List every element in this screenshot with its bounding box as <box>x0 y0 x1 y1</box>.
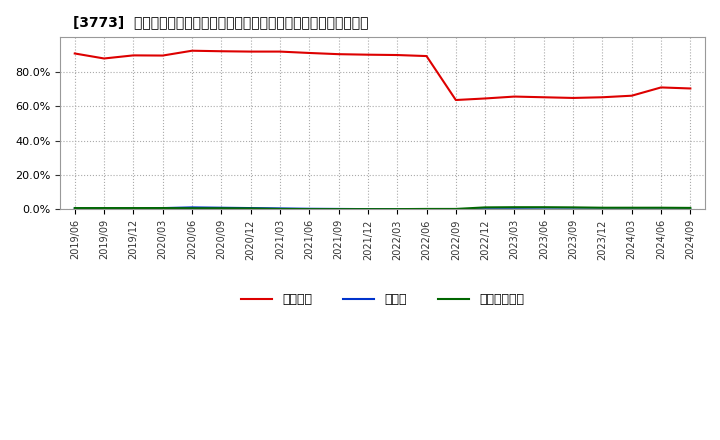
自己資本 <box>217 48 225 54</box>
繰延税金資産 <box>451 206 460 212</box>
繰延税金資産 <box>188 205 197 211</box>
繰延税金資産 <box>657 205 665 210</box>
自己資本 <box>364 52 372 57</box>
のれん <box>364 206 372 212</box>
Legend: 自己資本, のれん, 繰延税金資産: 自己資本, のれん, 繰延税金資産 <box>235 288 529 311</box>
のれん <box>129 206 138 211</box>
繰延税金資産 <box>422 206 431 212</box>
のれん <box>334 206 343 212</box>
のれん <box>510 207 519 212</box>
のれん <box>539 207 548 212</box>
繰延税金資産 <box>627 205 636 210</box>
繰延税金資産 <box>305 206 314 212</box>
繰延税金資産 <box>510 205 519 210</box>
自己資本 <box>657 85 665 90</box>
自己資本 <box>158 53 167 58</box>
自己資本 <box>422 53 431 59</box>
自己資本 <box>598 95 607 100</box>
のれん <box>393 207 402 212</box>
のれん <box>100 206 109 211</box>
のれん <box>246 205 255 211</box>
自己資本 <box>71 51 79 56</box>
繰延税金資産 <box>71 205 79 211</box>
のれん <box>71 206 79 211</box>
のれん <box>158 205 167 211</box>
自己資本 <box>129 53 138 58</box>
繰延税金資産 <box>334 206 343 212</box>
繰延税金資産 <box>393 206 402 212</box>
自己資本 <box>481 96 490 101</box>
自己資本 <box>393 52 402 58</box>
自己資本 <box>510 94 519 99</box>
自己資本 <box>246 49 255 54</box>
のれん <box>276 206 284 211</box>
のれん <box>481 207 490 212</box>
繰延税金資産 <box>481 205 490 210</box>
Line: のれん: のれん <box>75 207 690 209</box>
Line: 自己資本: 自己資本 <box>75 51 690 100</box>
自己資本 <box>305 50 314 55</box>
繰延税金資産 <box>276 206 284 212</box>
繰延税金資産 <box>569 205 577 210</box>
自己資本 <box>627 93 636 99</box>
のれん <box>598 207 607 212</box>
自己資本 <box>334 51 343 57</box>
自己資本 <box>686 86 695 91</box>
Text: [3773]  自己資本、のれん、繰延税金資産の総資産に対する比率の推移: [3773] 自己資本、のれん、繰延税金資産の総資産に対する比率の推移 <box>73 15 369 29</box>
のれん <box>422 207 431 212</box>
繰延税金資産 <box>686 205 695 211</box>
のれん <box>305 206 314 211</box>
のれん <box>188 205 197 210</box>
自己資本 <box>100 56 109 61</box>
のれん <box>686 207 695 212</box>
繰延税金資産 <box>539 205 548 210</box>
のれん <box>657 207 665 212</box>
のれん <box>627 207 636 212</box>
繰延税金資産 <box>246 206 255 211</box>
のれん <box>569 207 577 212</box>
のれん <box>217 205 225 210</box>
繰延税金資産 <box>598 205 607 210</box>
繰延税金資産 <box>364 206 372 212</box>
自己資本 <box>539 95 548 100</box>
自己資本 <box>451 97 460 103</box>
Line: 繰延税金資産: 繰延税金資産 <box>75 207 690 209</box>
繰延税金資産 <box>100 205 109 211</box>
繰延税金資産 <box>129 205 138 211</box>
自己資本 <box>188 48 197 53</box>
繰延税金資産 <box>217 205 225 211</box>
自己資本 <box>569 95 577 101</box>
自己資本 <box>276 49 284 54</box>
繰延税金資産 <box>158 205 167 211</box>
のれん <box>451 207 460 212</box>
